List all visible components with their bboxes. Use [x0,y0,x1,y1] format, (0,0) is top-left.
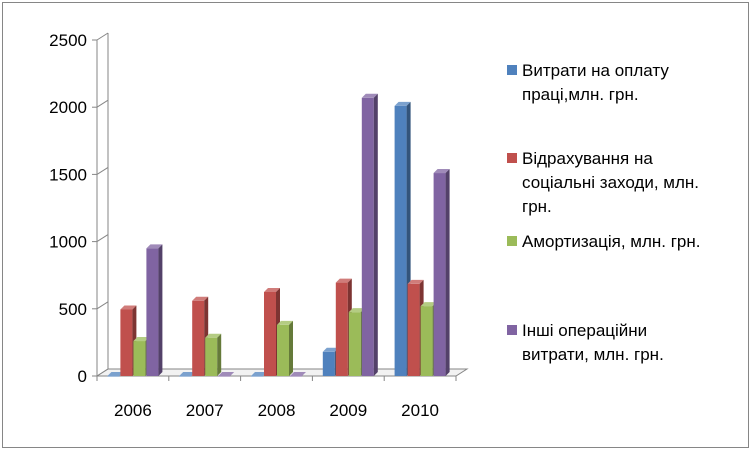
bar-front [394,105,407,376]
y-tick-label: 2500 [49,31,87,50]
bar [146,244,163,376]
bar-front [322,351,335,376]
bar-top [322,347,339,352]
bar-front [192,300,205,376]
bar-side [217,333,222,376]
bar-front [251,376,263,377]
bar-top [179,372,196,376]
bar [251,372,267,377]
bar-front [277,324,289,376]
bar-top [407,279,424,284]
bar-front [218,376,231,377]
bar-top [146,244,163,249]
y-tick-label: 500 [59,300,87,319]
bar [107,372,124,377]
bar-front [179,376,192,377]
bar-front [146,248,159,376]
bar-side [158,244,163,376]
bar-front [433,173,446,376]
legend-label: Відрахування на [522,149,653,168]
y-tick-slant [96,32,109,41]
x-tick-label: 2008 [258,401,296,420]
bar-top [394,101,411,106]
legend-label: Витрати на оплату [522,61,669,80]
x-tick-label: 2009 [329,401,367,420]
legend: Витрати на оплату праці,млн. грн. Відрахув… [507,61,700,364]
bar [277,320,293,376]
bar-top [264,288,280,292]
bar-front [361,97,374,377]
bar [205,333,222,376]
y-tick-label: 1500 [49,165,87,184]
legend-label: Інші операційни [522,321,647,340]
y-tick-slant [96,368,109,377]
bar-front [120,309,133,376]
bar-front [133,341,146,376]
bar-top [335,278,352,283]
bar [218,372,235,377]
tick-labels: 0 500 1000 1500 2000 2500 2006 2007 2008 2009 2010 [49,31,439,420]
bar-side [373,93,378,377]
bar [290,372,306,377]
legend-label: витрати, млн. грн. [522,345,664,364]
y-tick-slant [96,166,109,175]
bar-side [289,320,293,376]
bar-top [107,372,124,376]
bar-top [205,333,222,338]
bar-top [251,372,267,376]
legend-swatch [507,65,517,75]
bar-top [348,308,365,313]
legend-swatch [507,153,517,163]
bar-front [348,312,361,376]
x-tick-label: 2007 [186,401,224,420]
bar-top [290,372,306,376]
y-tick-label: 0 [78,367,87,386]
bar-front [107,376,120,377]
y-tick-slant [96,99,109,108]
bar-top [361,93,378,98]
legend-label: праці,млн. грн. [522,85,639,104]
bar-top [420,302,437,307]
bar [361,93,378,377]
y-tick-label: 2000 [49,98,87,117]
bar-top [433,169,450,174]
bars [107,93,450,377]
y-tick-slant [96,234,109,243]
y-tick-slant [96,301,109,310]
bar-top [218,372,235,376]
bar-side [445,169,450,376]
bar-top [277,320,293,325]
bar-top [133,337,150,342]
bar-front [420,306,433,376]
bar-front [264,292,276,376]
bar-top [192,296,209,301]
bar [179,372,196,377]
bar-front [290,376,302,377]
y-tick-label: 1000 [49,233,87,252]
x-tick-label: 2006 [114,401,152,420]
legend-label: Амортизація, млн. грн. [522,232,700,251]
legend-label: соціальні заходи, млн. [522,173,699,192]
bar-front [335,282,348,376]
legend-swatch [507,325,517,335]
bar [433,169,450,376]
legend-label: грн. [522,197,552,216]
bar-front [205,337,218,376]
legend-swatch [507,236,517,246]
x-tick-label: 2010 [401,401,439,420]
bar-top [120,305,137,310]
bar-front [407,283,420,376]
